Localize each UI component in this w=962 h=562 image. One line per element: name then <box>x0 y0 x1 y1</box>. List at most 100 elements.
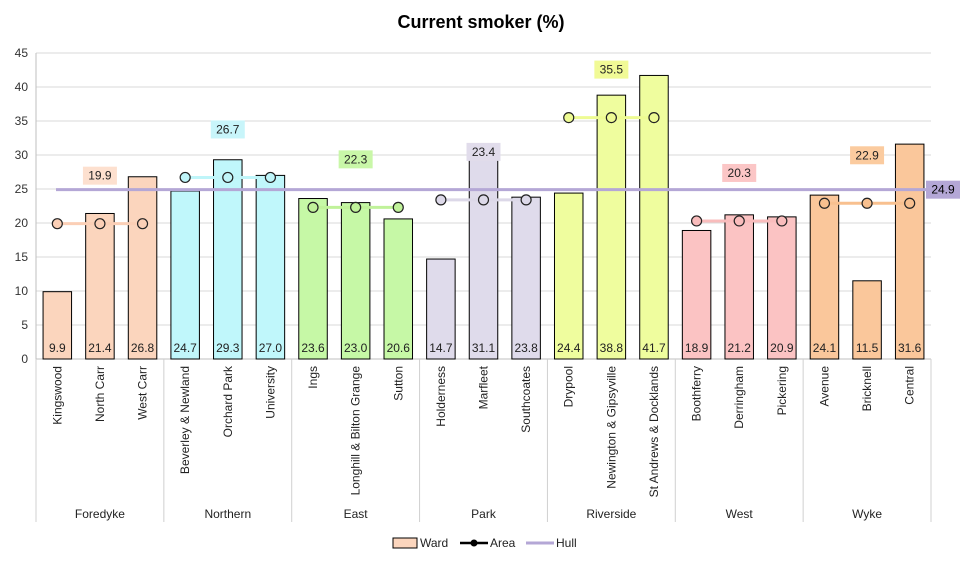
bar-orchard-park <box>213 159 243 360</box>
x-tick-label-university: University <box>263 366 277 419</box>
value-label-bricknell: 11.5 <box>856 341 879 355</box>
area-marker <box>733 215 745 227</box>
group-label-foredyke: Foredyke <box>75 507 125 521</box>
area-marker <box>94 218 106 230</box>
bar-avenue <box>809 194 840 360</box>
legend-swatch-ward <box>392 537 418 549</box>
area-marker <box>307 201 319 213</box>
area-label-wyke: 22.9 <box>855 148 879 162</box>
x-tick-label-drypool: Drypool <box>562 366 576 407</box>
area-label-park: 23.4 <box>472 145 496 159</box>
area-label-box-foredyke <box>82 166 117 185</box>
y-tick-label: 40 <box>15 80 29 94</box>
area-marker <box>904 197 916 209</box>
area-marker <box>350 201 362 213</box>
bars: 9.9 21.4 26.8 24.7 29.3 27.0 23.6 23.0 20.6 14.7 3… <box>42 74 925 360</box>
value-label-longhill-and-bilton-grange: 23.0 <box>344 341 368 355</box>
y-tick-label: 30 <box>15 148 29 162</box>
area-label-box-west <box>722 163 757 182</box>
x-tick-label-longhill-and-bilton-grange: Longhill & Bilton Grange <box>349 366 363 496</box>
bar-pickering <box>767 216 797 360</box>
value-label-west-carr: 26.8 <box>131 341 155 355</box>
x-tick-label-st-andrews-and-docklands: St Andrews & Docklands <box>647 366 661 497</box>
bar-university <box>255 174 286 360</box>
area-averages: 19.9 26.7 22.3 23.4 35.5 20.3 22.9 <box>51 60 916 230</box>
area-label-box-park <box>466 142 501 161</box>
group-label-northern: Northern <box>204 507 251 521</box>
y-tick-label: 45 <box>15 46 29 60</box>
x-tick-label-kingswood: Kingswood <box>50 366 64 425</box>
value-label-st-andrews-and-docklands: 41.7 <box>642 341 666 355</box>
x-tick-label-north-carr: North Carr <box>93 366 107 422</box>
bar-central <box>894 143 925 360</box>
group-label-riverside: Riverside <box>586 507 636 521</box>
bar-ings <box>298 198 328 360</box>
bar-boothferry <box>681 229 712 360</box>
area-marker <box>520 194 532 206</box>
area-marker <box>605 111 617 124</box>
x-tick-label-newington-and-gipsyville: Newington & Gipsyville <box>604 366 618 489</box>
hull-label: 24.9 <box>931 183 955 197</box>
x-tick-label-derringham: Derringham <box>732 366 746 429</box>
area-marker <box>648 111 660 124</box>
area-label-box-wyke <box>850 146 885 165</box>
area-label-northern: 26.7 <box>216 122 240 136</box>
area-marker <box>435 194 447 206</box>
area-marker <box>222 171 234 184</box>
hull-label-box <box>926 180 960 199</box>
x-tick-label-west-carr: West Carr <box>136 366 150 420</box>
area-marker <box>861 197 873 209</box>
area-marker <box>136 218 149 230</box>
area-label-riverside: 35.5 <box>600 63 624 77</box>
area-label-box-northern <box>210 120 245 139</box>
hull-reference: 24.9 <box>56 180 960 199</box>
x-tick-label-holderness: Holderness <box>434 366 448 427</box>
legend-label-hull: Hull <box>556 536 577 550</box>
value-label-holderness: 14.7 <box>429 341 453 355</box>
x-tick-label-pickering: Pickering <box>775 366 789 415</box>
legend-marker-area <box>470 539 478 547</box>
value-label-derringham: 21.2 <box>728 341 752 355</box>
legend: Ward Area Hull <box>392 536 577 550</box>
value-label-sutton: 20.6 <box>387 341 411 355</box>
area-label-box-east <box>338 150 373 169</box>
value-label-ings: 23.6 <box>301 341 325 355</box>
area-label-box-riverside <box>594 60 629 79</box>
legend-label-area: Area <box>490 536 516 550</box>
x-tick-label-avenue: Avenue <box>817 366 831 407</box>
value-label-pickering: 20.9 <box>770 341 794 355</box>
area-marker <box>477 194 490 206</box>
value-label-north-carr: 21.4 <box>88 341 112 355</box>
value-label-avenue: 24.1 <box>813 341 837 355</box>
bar-holderness <box>426 258 456 360</box>
y-tick-label: 15 <box>15 250 29 264</box>
x-tick-label-bricknell: Bricknell <box>860 366 874 411</box>
group-label-wyke: Wyke <box>852 507 882 521</box>
area-marker <box>776 215 788 227</box>
x-tick-label-ings: Ings <box>306 366 320 389</box>
x-tick-label-marfleet: Marfleet <box>477 365 491 409</box>
legend-label-ward: Ward <box>420 536 448 550</box>
y-tick-label: 25 <box>15 182 29 196</box>
value-label-marfleet: 31.1 <box>472 341 496 355</box>
y-axis: 0 5 10 15 20 25 30 35 40 45 <box>15 46 931 366</box>
value-label-drypool: 24.4 <box>557 341 581 355</box>
y-tick-label: 10 <box>15 284 29 298</box>
value-label-southcoates: 23.8 <box>514 341 538 355</box>
value-label-central: 31.6 <box>898 341 922 355</box>
bar-derringham <box>724 214 754 360</box>
chart-title: Current smoker (%) <box>397 12 564 32</box>
area-marker <box>818 197 831 209</box>
value-label-boothferry: 18.9 <box>685 341 709 355</box>
area-marker <box>392 201 404 213</box>
bar-longhill-and-bilton-grange <box>340 202 371 360</box>
group-label-park: Park <box>471 507 497 521</box>
bar-west-carr <box>127 176 158 360</box>
group-label-west: West <box>726 507 754 521</box>
value-label-orchard-park: 29.3 <box>216 341 240 355</box>
value-label-kingswood: 9.9 <box>49 341 66 355</box>
x-tick-label-southcoates: Southcoates <box>519 366 533 433</box>
area-label-foredyke: 19.9 <box>88 169 112 183</box>
x-tick-label-boothferry: Boothferry <box>690 366 704 421</box>
